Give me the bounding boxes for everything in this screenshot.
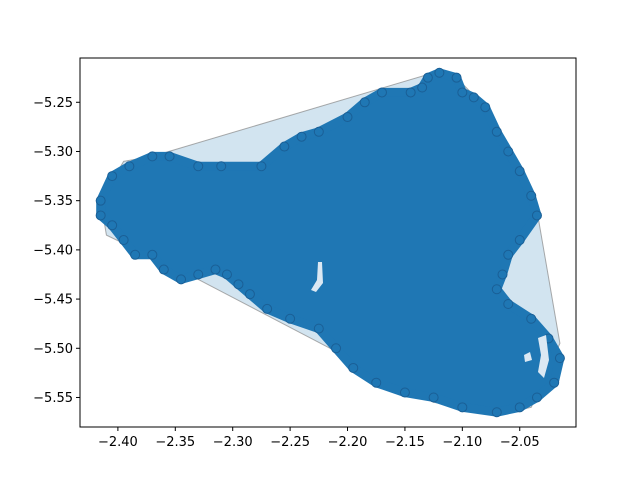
scatter-point [107,220,118,231]
scatter-point [193,269,204,280]
y-tick-label: −5.25 [33,96,73,111]
scatter-point [95,195,106,206]
scatter-point [95,210,106,221]
region-gap [524,352,532,362]
x-tick-label: −2.20 [328,435,368,450]
scatter-point [514,402,525,413]
scatter-point [422,72,433,83]
x-tick-label: −2.35 [155,435,195,450]
region-gap [311,262,323,292]
scatter-point [296,131,307,142]
scatter-point [342,112,353,123]
scatter-point [457,87,468,98]
scatter-point [417,82,428,93]
scatter-point [221,269,232,280]
x-tick-label: −2.10 [442,435,482,450]
scatter-point [313,323,324,334]
plot-area [95,67,565,418]
scatter-point [491,407,502,418]
x-tick-label: −2.40 [98,435,138,450]
y-axis: −5.25 −5.30 −5.35 −5.40 −5.45 −5.50 −5.55 [33,96,80,406]
scatter-point [376,87,387,98]
scatter-point [531,210,542,221]
scatter-point [434,67,445,78]
scatter-point [514,166,525,177]
scatter-point [164,151,175,162]
scatter-point [399,387,410,398]
x-tick-label: −2.15 [385,435,425,450]
scatter-point [244,289,255,300]
scatter-point [503,146,514,157]
y-tick-label: −5.50 [33,342,73,357]
scatter-point [158,264,169,275]
scatter-point [428,392,439,403]
x-tick-label: −2.30 [213,435,253,450]
scatter-point [491,284,502,295]
scatter-point [193,161,204,172]
y-tick-label: −5.35 [33,194,73,209]
scatter-points [96,68,565,417]
scatter-point [233,279,244,290]
scatter-point [216,161,227,172]
scatter-point [331,343,342,354]
y-tick-label: −5.30 [33,145,73,160]
scatter-point [118,235,129,246]
y-tick-label: −5.40 [33,243,73,258]
x-tick-label: −2.25 [270,435,310,450]
y-tick-label: −5.45 [33,293,73,308]
scatter-point [262,303,273,314]
scatter-point [359,97,370,108]
scatter-point [549,377,560,388]
scatter-point [147,249,158,260]
scatter-point [130,249,141,260]
scatter-point [348,362,359,373]
scatter-point [107,171,118,182]
x-tick-label: −2.05 [500,435,540,450]
scatter-point [256,161,267,172]
scatter-point [457,402,468,413]
scatter-point [503,299,514,309]
scatter-point [405,87,416,98]
scatter-point [451,72,462,83]
scatter-point [124,161,135,172]
scatter-point [491,126,502,137]
region-gap [538,335,549,378]
scatter-point [279,141,290,152]
x-axis: −2.40 −2.35 −2.30 −2.25 −2.20 −2.15 −2.10 −2.05 [98,427,540,450]
scatter-point [147,151,158,162]
scatter-point [531,392,542,403]
y-tick-label: −5.55 [33,391,73,406]
scatter-point [285,313,296,324]
scatter-point [526,313,537,324]
scatter-point [514,235,525,246]
scatter-point [554,353,565,364]
scatter-point [210,264,221,275]
scatter-point [526,190,537,201]
plot-frame [79,57,577,428]
scatter-point [468,92,479,103]
scatter-point [497,269,508,280]
scatter-point [313,126,324,137]
scatter-point [503,249,514,260]
scatter-point [176,274,187,285]
scatter-point [480,102,491,113]
scatter-point [371,377,382,388]
